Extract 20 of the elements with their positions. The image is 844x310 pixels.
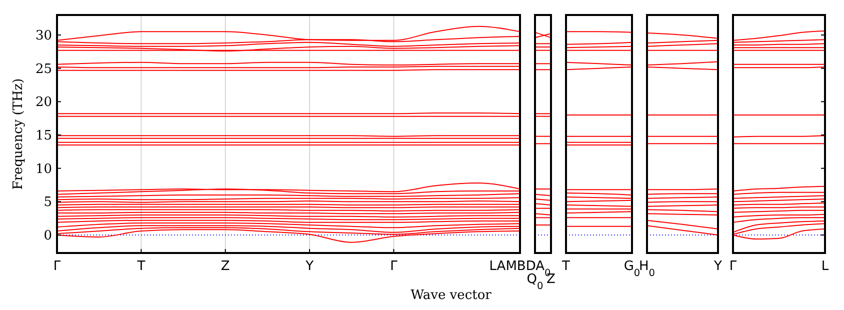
x-tick-label: Y — [713, 259, 722, 274]
x-tick-label: H$_{0}$ — [639, 259, 655, 278]
y-tick-label: 0 — [44, 228, 52, 244]
x-tick-label: T — [561, 259, 570, 274]
x-tick-label: Z — [220, 259, 230, 274]
x-tick-label: Γ — [53, 259, 62, 274]
x-tick-label: T — [136, 259, 146, 274]
y-tick-label: 25 — [35, 62, 52, 77]
x-tick-label: Γ — [390, 259, 398, 274]
y-axis-title: Frequency (THz) — [11, 78, 26, 190]
x-tick-label: G$_{0}$ — [624, 259, 640, 278]
y-tick-label: 10 — [35, 162, 52, 177]
y-tick-label: 5 — [44, 195, 52, 210]
y-tick-label: 20 — [35, 95, 52, 110]
y-tick-label: 30 — [35, 28, 52, 44]
x-tick-label: L — [821, 259, 830, 274]
x-tick-label: Γ — [729, 259, 738, 274]
x-tick-label: Y — [304, 259, 314, 274]
x-axis-title: Wave vector — [410, 288, 492, 303]
y-tick-label: 15 — [35, 128, 52, 144]
